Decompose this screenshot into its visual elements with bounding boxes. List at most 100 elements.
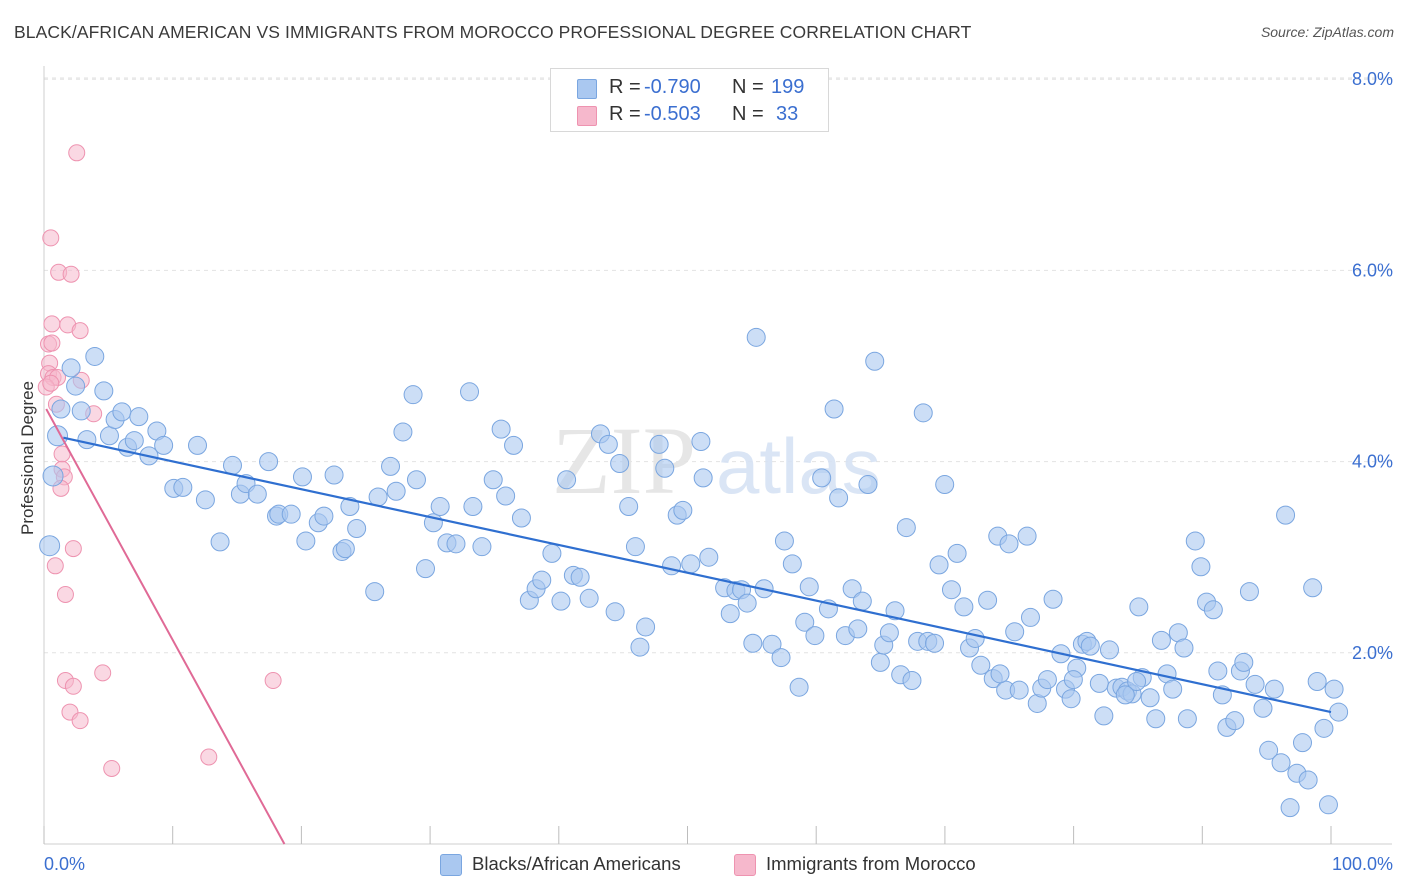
trend-lines xyxy=(45,408,1332,845)
source-label: Source: ZipAtlas.com xyxy=(1260,24,1394,40)
black-point xyxy=(247,484,267,504)
morocco-points xyxy=(37,144,282,777)
black-point xyxy=(1037,670,1057,690)
black-point xyxy=(636,617,656,637)
black-point xyxy=(693,468,713,488)
morocco-point xyxy=(64,540,82,558)
black-point xyxy=(1017,526,1037,546)
black-point xyxy=(1259,740,1279,760)
black-point xyxy=(1298,770,1318,790)
black-point xyxy=(655,458,675,478)
black-point xyxy=(774,531,794,551)
black-point xyxy=(511,508,531,528)
black-point xyxy=(416,559,436,579)
axis-labels: 2.0% 4.0% 6.0% 8.0% 0.0% 100.0% xyxy=(44,69,1393,874)
black-point xyxy=(71,401,91,421)
black-point xyxy=(681,554,701,574)
black-point xyxy=(789,677,809,697)
series-legend: Blacks/African Americans Immigrants from… xyxy=(0,852,1406,878)
black-point xyxy=(935,475,955,495)
black-point xyxy=(795,612,815,632)
black-point xyxy=(1276,505,1296,525)
black-point xyxy=(188,435,208,455)
black-point xyxy=(649,434,669,454)
morocco-point xyxy=(200,748,218,766)
morocco-point xyxy=(71,712,89,730)
black-point xyxy=(870,652,890,672)
r-value: -0.503 xyxy=(644,103,701,125)
y-axis-label: Professional Degree xyxy=(18,381,37,535)
black-point xyxy=(1043,589,1063,609)
black-point xyxy=(1005,622,1025,642)
black-point xyxy=(630,637,650,657)
black-point xyxy=(1239,582,1259,602)
morocco-point xyxy=(62,265,80,283)
black-point xyxy=(124,431,144,451)
black-point xyxy=(1253,698,1273,718)
legend-label-morocco: Immigrants from Morocco xyxy=(766,853,976,874)
black-point xyxy=(999,534,1019,554)
black-point xyxy=(222,455,242,475)
black-point xyxy=(1009,680,1029,700)
black-point xyxy=(824,399,844,419)
black-point xyxy=(129,407,149,427)
black-point xyxy=(85,346,105,366)
black-point xyxy=(446,534,466,554)
morocco-point xyxy=(264,672,282,690)
black-point xyxy=(314,506,334,526)
black-point xyxy=(799,577,819,597)
black-point xyxy=(386,481,406,501)
black-point xyxy=(885,601,905,621)
black-point xyxy=(699,547,719,567)
n-value: 199 xyxy=(771,76,805,98)
black-point xyxy=(1307,671,1327,691)
axes xyxy=(43,66,1392,845)
black-point xyxy=(902,671,922,691)
black-point xyxy=(941,580,961,600)
black-point xyxy=(66,376,86,396)
black-point xyxy=(39,535,61,557)
morocco-point xyxy=(43,334,61,352)
black-point xyxy=(610,454,630,474)
black-point xyxy=(296,531,316,551)
black-point xyxy=(393,422,413,442)
r-label: R = xyxy=(609,103,641,125)
black-point xyxy=(1280,798,1300,818)
y-tick-label: 6.0% xyxy=(1352,260,1393,280)
black-point xyxy=(1318,795,1338,815)
black-point xyxy=(1151,630,1171,650)
y-tick-label: 2.0% xyxy=(1352,643,1393,663)
black-point xyxy=(1225,711,1245,731)
black-point xyxy=(743,633,763,653)
black-point xyxy=(1264,679,1284,699)
black-point xyxy=(1177,709,1197,729)
black-point xyxy=(990,664,1010,684)
black-point xyxy=(896,518,916,538)
stats-row-morocco: R = -0.503 N = 33 xyxy=(551,100,828,128)
black-point xyxy=(1245,674,1265,694)
black-point xyxy=(1191,557,1211,577)
black-point xyxy=(61,358,81,378)
black-point xyxy=(852,591,872,611)
black-point xyxy=(365,582,385,602)
n-label: N = xyxy=(732,76,764,98)
black-point xyxy=(598,434,618,454)
black-point xyxy=(691,432,711,452)
n-label: N = xyxy=(732,103,764,125)
black-point xyxy=(1163,679,1183,699)
x-tick-label: 0.0% xyxy=(44,854,85,874)
black-point xyxy=(368,487,388,507)
black-point xyxy=(496,486,516,506)
black-point xyxy=(1292,733,1312,753)
morocco-point xyxy=(71,322,89,340)
black-point xyxy=(292,467,312,487)
black-point xyxy=(673,500,693,520)
r-value: -0.790 xyxy=(644,76,701,98)
black-point xyxy=(112,402,132,422)
black-point xyxy=(94,381,114,401)
black-point xyxy=(463,497,483,517)
black-point xyxy=(173,477,193,497)
legend-swatch-morocco xyxy=(734,854,756,876)
black-point xyxy=(77,430,97,450)
black-point xyxy=(430,497,450,517)
